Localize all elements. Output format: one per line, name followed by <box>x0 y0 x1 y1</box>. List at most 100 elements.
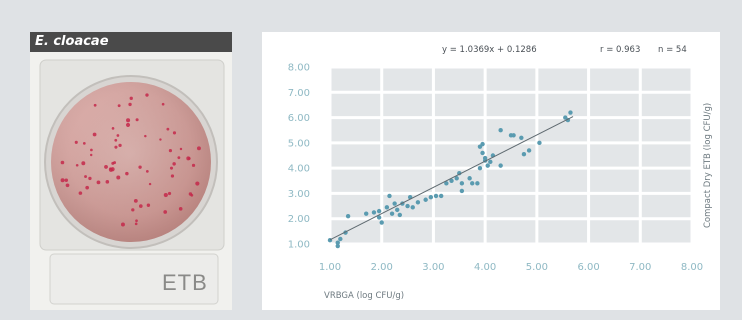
colony-dot <box>65 183 70 188</box>
colony-dot <box>74 140 78 144</box>
data-point <box>521 152 527 157</box>
data-point <box>480 150 485 156</box>
colony-dot <box>89 153 93 157</box>
r-value-text: r = 0.963 <box>600 45 640 55</box>
colony-dot <box>187 157 191 160</box>
colony-dot <box>60 160 65 165</box>
data-point <box>498 163 503 168</box>
x-axis-label: VRBGA (log CFU/g) <box>324 291 404 301</box>
data-point <box>405 203 410 209</box>
data-point <box>480 141 485 147</box>
colony-dot <box>75 163 79 167</box>
data-point <box>449 178 454 183</box>
colony-dot <box>163 210 168 214</box>
colony-dot <box>90 148 93 152</box>
colony-dot <box>145 169 149 173</box>
data-point <box>423 197 428 202</box>
data-point <box>488 159 493 165</box>
data-point <box>477 165 483 171</box>
data-point <box>568 110 573 115</box>
x-tick-labels: 1.00 2.00 3.00 4.00 5.00 6.00 7.00 8.00 <box>319 262 703 273</box>
y-tick-label: 1.00 <box>288 240 310 251</box>
data-point <box>371 210 377 215</box>
y-tick-label: 8.00 <box>288 63 310 74</box>
colony-dot <box>84 175 87 178</box>
data-point <box>444 181 449 186</box>
data-point <box>397 212 403 218</box>
colony-dot <box>170 174 175 178</box>
colony-dot <box>81 161 86 166</box>
data-point <box>335 243 340 249</box>
data-point <box>498 128 503 133</box>
data-point <box>384 205 390 210</box>
data-point <box>482 155 488 161</box>
colony-dot <box>179 147 183 151</box>
data-point <box>485 163 490 168</box>
colony-dot <box>120 222 125 227</box>
y-tick-label: 6.00 <box>288 113 310 124</box>
colony-dot <box>114 138 118 142</box>
data-point <box>454 176 459 181</box>
y-tick-label: 2.00 <box>288 214 310 225</box>
n-value-text: n = 54 <box>658 45 687 55</box>
colony-dot <box>125 122 131 127</box>
data-point <box>395 207 400 213</box>
data-point <box>338 236 343 242</box>
colony-dot <box>172 162 176 166</box>
colony-dot <box>104 165 108 169</box>
data-point <box>511 133 516 138</box>
colony-dot <box>191 163 196 167</box>
data-point <box>379 220 384 225</box>
colony-dot <box>126 118 131 123</box>
data-point <box>335 240 340 245</box>
x-tick-label: 8.00 <box>681 262 703 273</box>
colony-dot <box>129 96 133 100</box>
grid-lines <box>328 65 694 246</box>
colony-dot <box>85 185 90 190</box>
colony-dot <box>135 118 139 122</box>
colony-dot <box>116 134 120 137</box>
y-tick-label: 5.00 <box>288 138 310 149</box>
y-tick-label: 4.00 <box>288 164 310 175</box>
colony-dot <box>133 198 138 203</box>
colony-dot <box>178 207 183 211</box>
y-tick-labels: 1.00 2.00 3.00 4.00 5.00 6.00 7.00 8.00 <box>288 63 310 251</box>
colony-dot <box>111 161 115 165</box>
data-point <box>364 211 369 216</box>
colony-dot <box>93 103 97 107</box>
colony-dot <box>163 192 168 198</box>
data-point <box>438 193 444 199</box>
colony-dot <box>168 148 173 153</box>
data-point <box>459 188 465 194</box>
data-point <box>389 211 395 216</box>
colony-dot <box>88 176 92 181</box>
x-tick-label: 5.00 <box>526 262 548 273</box>
x-tick-label: 6.00 <box>577 262 599 273</box>
x-tick-label: 7.00 <box>629 262 651 273</box>
colony-dot <box>134 222 138 226</box>
colony-dot <box>169 166 174 170</box>
colony-dot <box>78 191 83 195</box>
colony-dot <box>195 181 200 186</box>
colony-dot <box>145 93 149 97</box>
data-point <box>470 181 475 186</box>
x-tick-label: 2.00 <box>371 262 393 273</box>
x-tick-label: 3.00 <box>422 262 444 273</box>
data-point <box>415 200 421 205</box>
colony-dot <box>125 171 129 176</box>
data-point <box>519 135 524 140</box>
data-point <box>410 205 415 210</box>
colony-dot <box>118 143 122 147</box>
data-point <box>459 181 465 186</box>
colony-dot <box>92 132 97 137</box>
y-axis-label: Compact Dry ETB (log CFU/g) <box>703 103 713 228</box>
colony-dot <box>114 145 118 149</box>
colony-dot <box>60 178 65 183</box>
colony-dot <box>146 203 151 207</box>
data-point <box>475 181 480 186</box>
data-point <box>392 201 397 206</box>
data-point <box>526 148 532 153</box>
colony-dot <box>190 193 194 197</box>
colony-dot <box>111 126 115 130</box>
data-point <box>428 195 434 200</box>
